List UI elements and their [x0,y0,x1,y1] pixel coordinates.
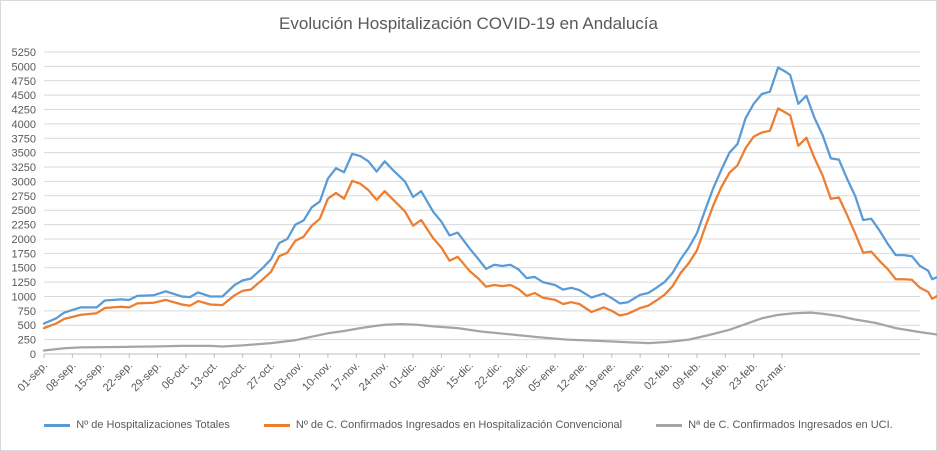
chart-title: Evolución Hospitalización COVID-19 en An… [279,14,658,33]
legend-item-2: Nº de C. Confirmados Ingresados en Hospi… [263,419,623,431]
x-tick-label: 15-sep. [72,360,106,394]
series-line-1 [42,66,937,325]
x-tick-label: 09-feb. [670,360,703,393]
x-tick-label: 26-ene. [611,360,646,395]
y-tick-label: 2250 [12,220,36,232]
legend-label: Nº de C. Confirmados Ingresados en Hospi… [295,419,623,431]
y-tick-label: 3000 [12,176,36,188]
y-tick-label: 4750 [12,76,36,88]
y-tick-label: 250 [18,335,36,347]
y-tick-label: 3750 [12,133,36,145]
x-tick-label: 16-feb. [699,360,732,393]
y-tick-label: 0 [30,349,36,361]
legend-swatch [44,423,71,427]
legend: Nº de Hospitalizaciones Totales Nº de C. … [0,419,937,431]
x-tick-label: 02-feb. [642,360,675,393]
legend-swatch [263,423,290,427]
legend-item-3: Nª de C. Confirmados Ingresados en UCI. [656,419,893,431]
x-tick-label: 03-nov. [272,360,306,394]
x-tick-label: 12-ene. [555,360,590,395]
series-line-3 [42,311,937,352]
x-tick-label: 15-dic. [444,360,476,392]
x-tick-label: 29-sep. [129,360,163,394]
legend-swatch [656,423,683,427]
y-tick-label: 1500 [12,263,36,275]
y-tick-label: 2500 [12,205,36,217]
legend-label: Nª de C. Confirmados Ingresados en UCI. [688,419,893,431]
legend-label: Nº de Hospitalizaciones Totales [76,419,230,431]
y-tick-label: 4000 [12,119,36,131]
y-tick-label: 2750 [12,191,36,203]
series-line-2 [42,107,937,330]
y-tick-label: 3500 [12,148,36,160]
y-tick-label: 2000 [12,234,36,246]
y-tick-label: 5250 [12,47,36,59]
y-tick-label: 5000 [12,61,36,73]
y-tick-label: 1750 [12,248,36,260]
series-lines [42,66,937,352]
y-tick-label: 750 [18,306,36,318]
y-tick-label: 4250 [12,105,36,117]
x-tick-label: 01-sep. [16,360,50,394]
y-axis: 0 250 500 750 1000 1250 1500 1750 2000 2250 2500 27… [12,47,36,361]
x-tick-label: 10-nov. [300,360,334,394]
x-tick-label: 13-oct. [188,360,220,392]
x-tick-label: 17-nov. [329,360,363,394]
x-tick-label: 02-mar. [753,360,788,395]
x-axis: 01-sep.08-sep.15-sep.22-sep.29-sep.06-oc… [16,353,920,395]
x-tick-label: 06-oct. [160,360,192,392]
gridlines [44,51,920,355]
x-tick-label: 19-ene. [583,360,618,395]
y-tick-label: 500 [18,320,36,332]
x-tick-label: 24-nov. [357,360,391,394]
x-tick-label: 08-dic. [416,360,448,392]
x-tick-label: 27-oct. [245,360,277,392]
x-tick-label: 08-sep. [44,360,78,394]
y-tick-label: 1000 [12,291,36,303]
x-tick-label: 20-oct. [217,360,249,392]
x-tick-label: 01-dic. [387,360,419,392]
legend-item-1: Nº de Hospitalizaciones Totales [44,419,230,431]
x-tick-label: 22-dic. [473,360,505,392]
x-tick-label: 22-sep. [101,360,135,394]
y-tick-label: 4500 [12,90,36,102]
x-tick-label: 05-ene. [526,360,561,395]
y-tick-label: 1250 [12,277,36,289]
y-tick-label: 3250 [12,162,36,174]
